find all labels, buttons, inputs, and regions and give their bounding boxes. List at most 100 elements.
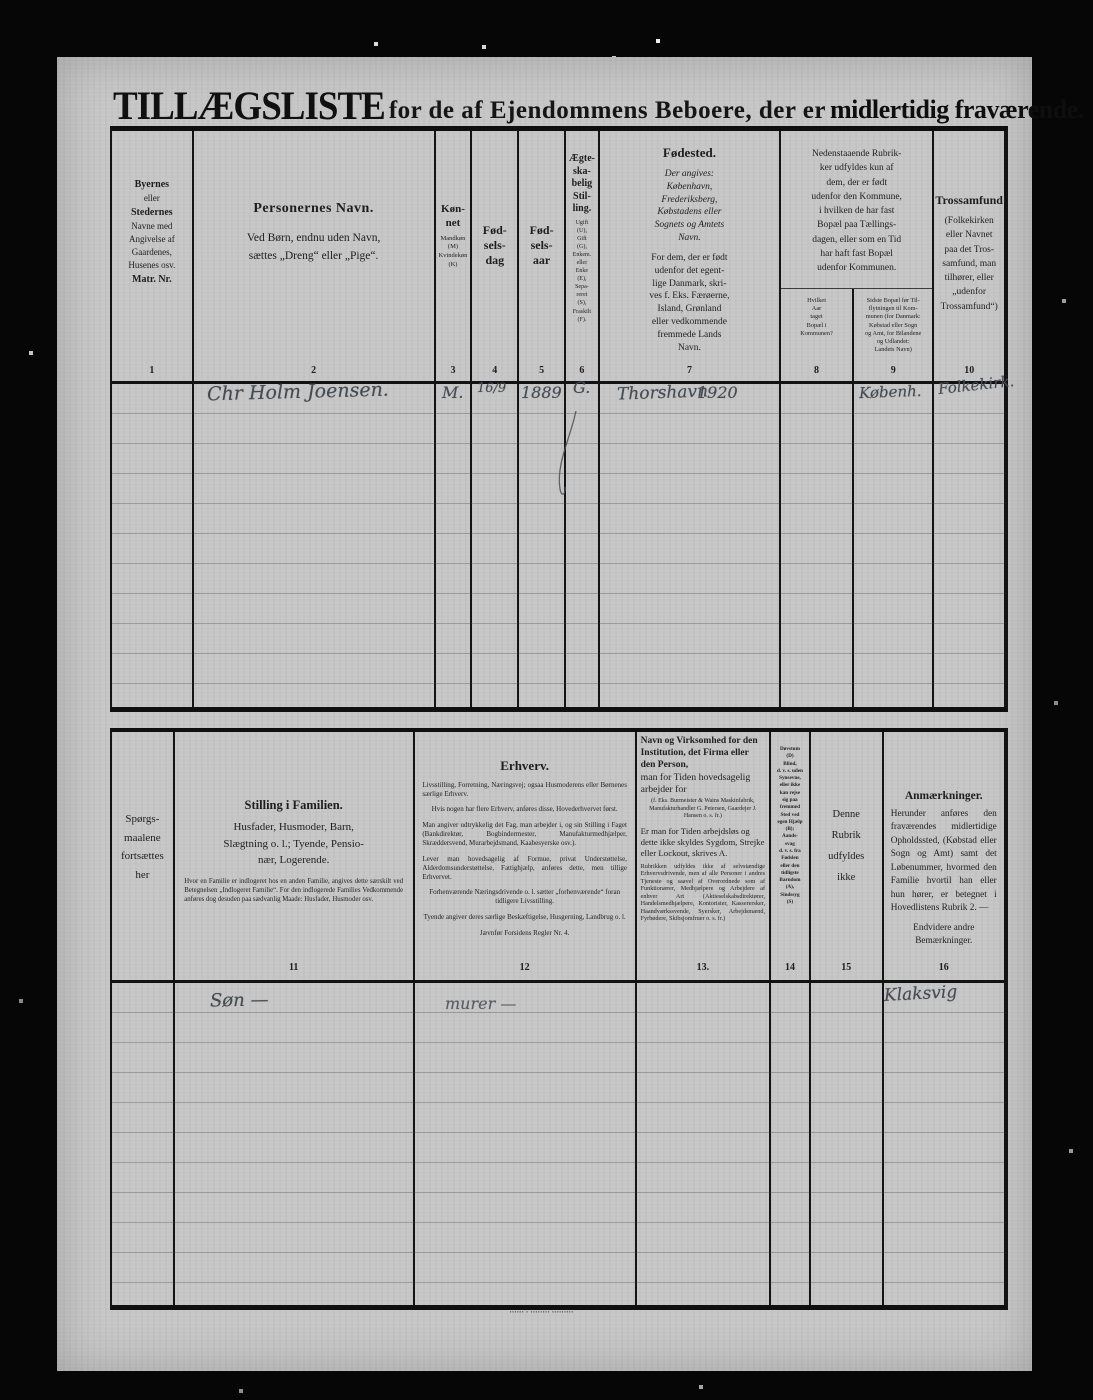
header-employer-lead-bold: Navn og Virksomhed for den Institution, … bbox=[640, 736, 758, 770]
column-place-header: Byernes eller Stedernes Navne med Angive… bbox=[112, 131, 192, 365]
header-employer-lead: man for Tiden hoved­sagelig arbejder for bbox=[640, 771, 751, 795]
header-foedested: Fødested. bbox=[662, 145, 716, 160]
column-family-position: Stilling i Familien. Husfader, Husmoder,… bbox=[175, 732, 415, 1305]
column-number-9: 9 bbox=[890, 365, 896, 376]
header-stilling-i-familien: Stilling i Familien. bbox=[244, 798, 343, 812]
header-birthplace-note1: Der angives: København, Frederiksberg, K… bbox=[654, 169, 725, 244]
entry-marital-status: G. bbox=[573, 378, 591, 397]
header-byernes: Byernes bbox=[134, 179, 170, 190]
entry-year-moved: 1920 bbox=[697, 383, 738, 402]
column-sex: Køn- net Mandkøn (M) Kvindekøn (K) 3 bbox=[436, 131, 473, 707]
header-birthplace-note2: For dem, der er født udenfor det egent- … bbox=[649, 252, 730, 353]
header-foedselsdag: Fød- sels- dag bbox=[482, 223, 507, 267]
column-year-moved: Hvilket Aar taget Bopæl i Kommunen? 8 bbox=[781, 289, 855, 707]
column-remarks-header: Anmærkninger. Herunder anføres den fravæ… bbox=[884, 732, 1004, 962]
continuation-label-cell: Spørgs- maalene fortsættes her bbox=[112, 732, 173, 962]
column-name-header: Personernes Navn. Ved Børn, endnu uden N… bbox=[194, 131, 434, 365]
column-sex-header: Køn- net Mandkøn (M) Kvindekøn (K) bbox=[436, 131, 471, 365]
column-birthplace-header: Fødested. Der angives: København, Freder… bbox=[600, 131, 779, 365]
entry-birthyear: 1889 bbox=[521, 383, 562, 402]
column-birthday-header: Fød- sels- dag bbox=[472, 131, 517, 365]
title-rest: for de af Ejendommens Beboere, der er bbox=[388, 97, 826, 124]
header-occupation-p3: Man angiver udtrykkelig det Fag, man arb… bbox=[422, 820, 627, 847]
column-occupation: Erhverv. Livsstilling, Forretning, Nærin… bbox=[415, 732, 637, 1305]
entry-family-position: Søn — bbox=[209, 989, 269, 1012]
header-year-moved: Hvilket Aar taget Bopæl i Kommunen? bbox=[800, 297, 833, 337]
column-number-4: 4 bbox=[492, 365, 498, 376]
column-disabilities: Døvstum (D) Blind, d. v. s. uden Synsevn… bbox=[771, 732, 811, 1305]
column-family-position-header: Stilling i Familien. Husfader, Husmoder,… bbox=[175, 732, 413, 962]
header-employer-fineprint: Rubrikken udfyldes ikke af selvstændige … bbox=[640, 862, 766, 923]
title-emphasis: midlertidig fraværende. bbox=[830, 95, 1084, 124]
residence-group-header: Nedenstaaende Rubrik- ker udfyldes kun a… bbox=[781, 131, 933, 289]
scan-speckles bbox=[0, 0, 2, 2]
column-employer: Navn og Virksomhed for den Institution, … bbox=[637, 732, 772, 1305]
header-sex-codes: Mandkøn (M) Kvindekøn (K) bbox=[438, 234, 468, 268]
header-religion-note: (Folkekirken eller Navnet paa det Tros- … bbox=[940, 216, 998, 312]
column-place: Byernes eller Stedernes Navne med Angive… bbox=[112, 131, 194, 707]
column-not-filled: Denne Rubrik udfyldes ikke 15 bbox=[811, 732, 884, 1305]
column-number-14: 14 bbox=[784, 962, 795, 973]
column-number-16: 16 bbox=[938, 962, 949, 973]
title-main: TILLÆGSLISTE bbox=[113, 84, 386, 129]
column-marital: Ægte- ska- belig Stil- ling. Ugift (U), … bbox=[566, 131, 600, 707]
column-number-11: 11 bbox=[288, 962, 299, 973]
column-remarks: Anmærkninger. Herunder anføres den fravæ… bbox=[884, 732, 1006, 1305]
header-foedselsaar: Fød- sels- aar bbox=[529, 223, 554, 267]
column-number-13: 13. bbox=[696, 962, 710, 973]
header-employer-examples: (f. Eks. Burmeister & Wains Maskinfabrik… bbox=[649, 798, 757, 820]
header-denne-rubrik: Denne Rubrik udfyldes ikke bbox=[828, 809, 865, 883]
column-name: Personernes Navn. Ved Børn, endnu uden N… bbox=[194, 131, 436, 707]
header-family-fineprint: Hvor en Familie er indlogeret hos en and… bbox=[184, 877, 404, 903]
column-number-6: 6 bbox=[579, 365, 585, 376]
header-occupation-p1: Livsstilling, Forretning, Næringsvej; og… bbox=[422, 780, 627, 798]
header-remarks-note-last: Endvidere andre Bemærkninger. bbox=[913, 922, 975, 947]
label-questions-continue: Spørgs- maalene fortsættes her bbox=[120, 813, 164, 882]
column-last-residence: Sidste Bopæl før Til- flytningen til Kom… bbox=[854, 289, 932, 707]
column-number-12: 12 bbox=[519, 962, 530, 973]
header-occupation-p4: Lever man hovedsagelig af Formue, privat… bbox=[422, 854, 627, 881]
column-birthyear-header: Fød- sels- aar bbox=[519, 131, 564, 365]
entry-sex: M. bbox=[442, 383, 464, 402]
header-matrnr: Matr. Nr. bbox=[132, 274, 172, 286]
column-birthyear: Fød- sels- aar 5 bbox=[519, 131, 566, 707]
header-personernes-navn: Personernes Navn. bbox=[253, 201, 374, 216]
column-number-10: 10 bbox=[964, 365, 975, 376]
column-group-residence: Nedenstaaende Rubrik- ker udfyldes kun a… bbox=[781, 131, 935, 707]
column-disabilities-header: Døvstum (D) Blind, d. v. s. uden Synsevn… bbox=[771, 732, 809, 962]
entry-birthday: 16/9 bbox=[477, 381, 507, 396]
entry-last-residence: Københ. bbox=[858, 381, 922, 403]
header-occupation-p5: Forhenværende Næringsdrivende o. l. sætt… bbox=[429, 888, 621, 906]
page-title: TILLÆGSLISTE for de af Ejendommens Beboe… bbox=[113, 84, 1084, 129]
header-trossamfund: Trossamfund bbox=[935, 193, 1003, 207]
column-occupation-header: Erhverv. Livsstilling, Forretning, Nærin… bbox=[415, 732, 635, 962]
header-anmaerkninger: Anmærkninger. bbox=[904, 790, 983, 802]
upper-table: Byernes eller Stedernes Navne med Angive… bbox=[110, 126, 1015, 712]
header-marital-codes: Ugift (U), Gift (G), Enkem. eller Enke (… bbox=[572, 219, 592, 323]
column-not-filled-header: Denne Rubrik udfyldes ikke bbox=[811, 732, 882, 962]
column-number-15: 15 bbox=[841, 962, 852, 973]
printer-imprint: ▪▪▪▪▪▪ ▪ ▪▪▪▪▪▪▪▪ ▪▪▪▪▪▪▪▪▪ bbox=[509, 1309, 575, 1314]
column-religion-header: Trossamfund (Folkekirken eller Navnet pa… bbox=[934, 131, 1004, 365]
entry-birthplace: Thorshavn bbox=[616, 381, 709, 405]
column-number-8: 8 bbox=[814, 365, 820, 376]
header-stedernes: Stedernes bbox=[130, 207, 173, 219]
column-number-2: 2 bbox=[311, 365, 317, 376]
header-residence-rule: Nedenstaaende Rubrik- ker udfyldes kun a… bbox=[811, 149, 902, 273]
column-number-1: 1 bbox=[149, 365, 155, 376]
header-occupation-p7: Jævnfør Forsidens Regler Nr. 4. bbox=[479, 928, 570, 937]
header-name-note: Ved Børn, endnu uden Navn, sættes „Dreng… bbox=[246, 232, 381, 263]
header-unemployed-note: Er man for Tiden arbejdsløs og dette ikk… bbox=[640, 825, 765, 858]
header-disability-codes: Døvstum (D) Blind, d. v. s. uden Synsevn… bbox=[776, 746, 803, 905]
column-religion: Trossamfund (Folkekirken eller Navnet pa… bbox=[934, 131, 1007, 707]
header-eller: eller bbox=[143, 193, 160, 203]
column-number-3: 3 bbox=[450, 365, 456, 376]
column-birthplace: Fødested. Der angives: København, Freder… bbox=[600, 131, 782, 707]
column-number-7: 7 bbox=[686, 365, 692, 376]
residence-subcolumns: Hvilket Aar taget Bopæl i Kommunen? 8 Si… bbox=[781, 289, 932, 707]
header-occupation-p6: Tyende angiver deres særlige Beskæftigel… bbox=[423, 913, 626, 922]
column-continuation-label: Spørgs- maalene fortsættes her bbox=[112, 732, 175, 1305]
lower-table: Spørgs- maalene fortsættes her Stilling … bbox=[110, 728, 1008, 1310]
header-place-note: Navne med Angivelse af Gaardenes, Husene… bbox=[128, 221, 176, 271]
